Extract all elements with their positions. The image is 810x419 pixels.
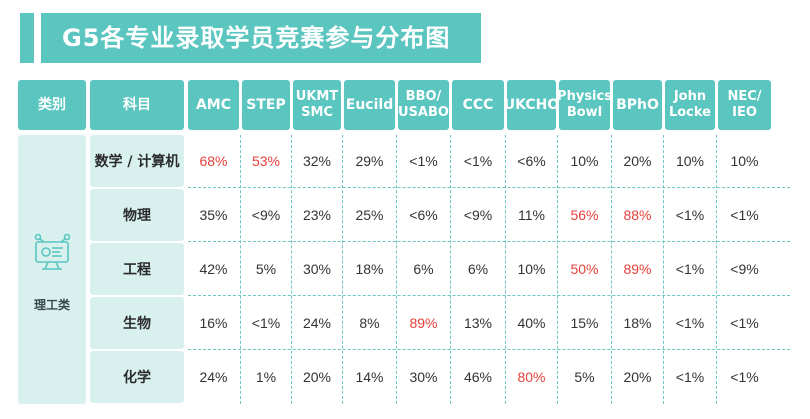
table-cell: 5%: [255, 261, 277, 277]
table-cell: <9%: [251, 207, 281, 223]
column-divider: [716, 135, 717, 404]
header-subject: 科目: [90, 80, 184, 130]
table-cell: <1%: [251, 315, 281, 331]
table-cell: 89%: [623, 261, 652, 277]
column-divider: [291, 135, 292, 404]
table-cell: <1%: [730, 369, 759, 385]
header-competition: UKMT SMC: [293, 80, 341, 130]
column-divider: [557, 135, 558, 404]
header-competition: John Locke: [665, 80, 715, 130]
header-competition: AMC: [188, 80, 239, 130]
table-cell: 35%: [199, 207, 228, 223]
subject-cell: 工程: [90, 243, 184, 295]
header-competition: NEC/ IEO: [718, 80, 771, 130]
table-cell: 13%: [463, 315, 493, 331]
column-divider: [342, 135, 343, 404]
table-cell: 10%: [675, 153, 705, 169]
row-divider: [188, 241, 790, 242]
subject-cell: 化学: [90, 351, 184, 403]
table-cell: 20%: [623, 153, 652, 169]
table-cell: <1%: [730, 315, 759, 331]
table-cell: <1%: [675, 261, 705, 277]
header-competition: Eucild: [344, 80, 395, 130]
table-cell: 5%: [574, 369, 595, 385]
table-cell: 10%: [570, 153, 599, 169]
table-cell: 89%: [409, 315, 438, 331]
row-divider: [188, 349, 790, 350]
header-competition: STEP: [242, 80, 290, 130]
table-cell: 25%: [355, 207, 384, 223]
table-cell: 50%: [570, 261, 599, 277]
title-accent-bar: [20, 13, 34, 63]
table-cell: <1%: [730, 207, 759, 223]
table-cell: 30%: [302, 261, 332, 277]
table-cell: 18%: [623, 315, 652, 331]
table-cell: 6%: [467, 261, 489, 277]
column-divider: [505, 135, 506, 404]
title-banner: [41, 13, 481, 63]
header-competition: Physics Bowl: [557, 80, 612, 130]
table-cell: <1%: [675, 315, 705, 331]
table-cell: 42%: [199, 261, 228, 277]
row-divider: [188, 187, 790, 188]
table-cell: 32%: [302, 153, 332, 169]
table-cell: <9%: [463, 207, 493, 223]
subject-cell: 物理: [90, 189, 184, 241]
table-cell: 53%: [251, 153, 281, 169]
table-cell: <1%: [675, 369, 705, 385]
table-cell: <6%: [517, 153, 546, 169]
table-cell: 16%: [199, 315, 228, 331]
table-cell: 40%: [517, 315, 546, 331]
header-competition: BBO/ USABO: [398, 80, 449, 130]
table-cell: 10%: [517, 261, 546, 277]
table-cell: <1%: [463, 153, 493, 169]
row-divider: [188, 295, 790, 296]
table-cell: <9%: [730, 261, 759, 277]
table-cell: 88%: [623, 207, 652, 223]
table-cell: 56%: [570, 207, 599, 223]
table-cell: 6%: [413, 261, 434, 277]
table-cell: 8%: [359, 315, 380, 331]
table-cell: 30%: [409, 369, 438, 385]
table-cell: 24%: [302, 315, 332, 331]
science-icon: [34, 233, 71, 270]
column-divider: [611, 135, 612, 404]
header-competition: CCC: [452, 80, 504, 130]
table-cell: <6%: [409, 207, 438, 223]
category-label: 理工类: [33, 298, 70, 312]
column-divider: [450, 135, 451, 404]
column-divider: [396, 135, 397, 404]
header-category: 类别: [18, 80, 86, 130]
table-cell: 10%: [730, 153, 759, 169]
table-cell: 20%: [623, 369, 652, 385]
subject-cell: 数学 / 计算机: [90, 135, 184, 187]
table-cell: <1%: [675, 207, 705, 223]
table-cell: 24%: [199, 369, 228, 385]
subject-cell: 生物: [90, 297, 184, 349]
table-cell: 46%: [463, 369, 493, 385]
table-cell: <1%: [409, 153, 438, 169]
table-cell: 18%: [355, 261, 384, 277]
table-cell: 68%: [199, 153, 228, 169]
table-cell: 23%: [302, 207, 332, 223]
table-cell: 29%: [355, 153, 384, 169]
header-competition: UKCHO: [504, 80, 559, 130]
table-cell: 20%: [302, 369, 332, 385]
column-divider: [663, 135, 664, 404]
table-cell: 80%: [517, 369, 546, 385]
table-cell: 1%: [255, 369, 277, 385]
table-cell: 11%: [518, 207, 545, 223]
table-cell: 15%: [570, 315, 599, 331]
header-competition: BPhO: [613, 80, 662, 130]
page-title: G5各专业录取学员竞赛参与分布图: [62, 24, 451, 52]
column-divider: [240, 135, 241, 404]
table-cell: 14%: [355, 369, 384, 385]
